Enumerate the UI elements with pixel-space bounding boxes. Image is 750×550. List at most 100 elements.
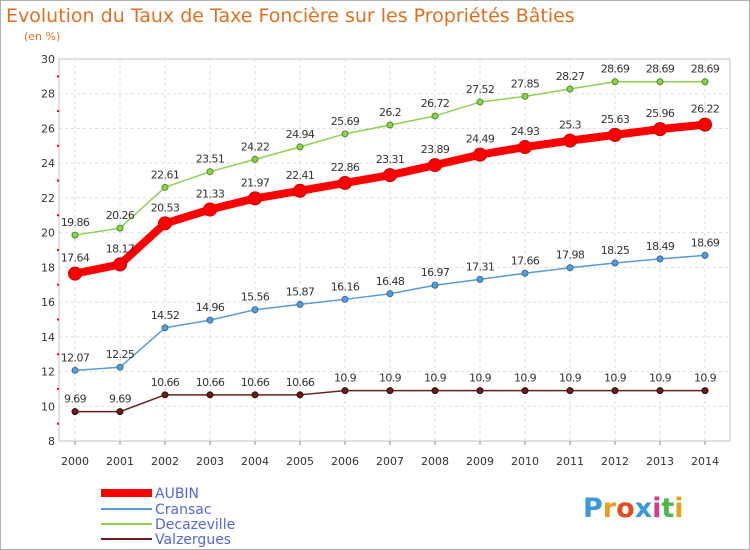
y-tick-label: 12 (41, 366, 55, 379)
data-label-decazeville: 19.86 (61, 216, 90, 229)
data-point-cransac (251, 306, 259, 314)
data-point-aubin (518, 140, 532, 155)
data-point-decazeville (431, 112, 439, 120)
data-point-aubin (248, 191, 262, 206)
data-label-cransac: 16.48 (376, 275, 405, 288)
data-point-decazeville (71, 231, 79, 239)
data-point-decazeville (341, 130, 349, 138)
data-point-cransac (656, 255, 664, 263)
data-label-cransac: 17.66 (511, 254, 540, 267)
x-tick-label: 2012 (601, 455, 629, 468)
y-minor-tick (57, 283, 59, 286)
logo-letter: P (583, 493, 603, 524)
y-minor-tick (57, 144, 59, 147)
data-label-aubin: 25.96 (646, 107, 675, 120)
data-point-aubin (473, 147, 487, 162)
data-point-cransac (161, 324, 169, 332)
data-label-aubin: 25.63 (601, 113, 630, 126)
data-label-aubin: 24.93 (511, 125, 540, 138)
legend-label-decazeville: Decazeville (155, 517, 235, 533)
data-point-aubin (698, 117, 712, 132)
data-point-decazeville (206, 168, 214, 176)
y-tick-label: 8 (48, 435, 55, 448)
data-point-valzergues (341, 387, 349, 395)
logo-letter: i (674, 493, 683, 524)
data-point-aubin (563, 133, 577, 148)
data-label-decazeville: 26.2 (379, 106, 401, 119)
data-label-decazeville: 28.69 (601, 63, 630, 76)
data-point-aubin (113, 257, 127, 272)
data-label-cransac: 17.31 (466, 260, 495, 273)
legend-label-valzergues: Valzergues (155, 532, 231, 548)
x-tick-label: 2009 (466, 455, 494, 468)
legend-label-cransac: Cransac (155, 502, 212, 518)
data-point-aubin (158, 216, 172, 231)
data-label-aubin: 26.22 (691, 103, 720, 116)
x-tick-label: 2006 (331, 455, 359, 468)
data-label-decazeville: 24.22 (241, 140, 270, 153)
data-point-decazeville (566, 85, 574, 93)
data-label-aubin: 23.31 (376, 153, 405, 166)
x-tick-label: 2000 (61, 455, 89, 468)
data-point-valzergues (521, 387, 529, 395)
data-point-decazeville (251, 155, 259, 163)
data-label-cransac: 14.96 (196, 301, 225, 314)
data-point-aubin (608, 127, 622, 142)
data-point-aubin (68, 266, 82, 281)
logo-letter: r (603, 493, 617, 524)
data-point-cransac (521, 269, 529, 277)
data-point-decazeville (386, 121, 394, 129)
x-tick-label: 2010 (511, 455, 539, 468)
data-point-valzergues (251, 391, 259, 399)
data-point-valzergues (656, 387, 664, 395)
y-tick-label: 18 (41, 261, 55, 274)
data-label-decazeville: 27.52 (466, 83, 495, 96)
data-label-valzergues: 10.9 (694, 372, 717, 385)
y-tick-label: 28 (41, 88, 55, 101)
data-point-decazeville (161, 183, 169, 191)
y-tick-label: 24 (41, 157, 55, 170)
data-label-valzergues: 9.69 (109, 393, 132, 406)
x-tick-label: 2013 (646, 455, 674, 468)
x-tick-label: 2007 (376, 455, 404, 468)
data-point-cransac (566, 264, 574, 272)
data-label-decazeville: 24.94 (286, 128, 315, 141)
logo-letter: i (652, 493, 661, 524)
data-point-valzergues (431, 387, 439, 395)
logo-letter: t (661, 493, 674, 524)
data-label-aubin: 22.41 (286, 169, 315, 182)
data-point-valzergues (476, 387, 484, 395)
logo-letter: o (616, 493, 635, 524)
data-label-valzergues: 10.9 (559, 372, 582, 385)
data-label-decazeville: 20.26 (106, 209, 135, 222)
legend-swatch-aubin (101, 489, 152, 497)
y-tick-label: 10 (41, 400, 55, 413)
legend-label-aubin: AUBIN (155, 486, 199, 502)
data-label-valzergues: 10.9 (334, 372, 357, 385)
data-point-cransac (476, 275, 484, 283)
data-label-decazeville: 26.72 (421, 97, 450, 110)
data-label-aubin: 24.49 (466, 133, 495, 146)
data-label-cransac: 18.49 (646, 240, 675, 253)
data-point-decazeville (611, 78, 619, 86)
data-point-valzergues (566, 387, 574, 395)
data-labels: 17.64 18.17 20.53 21.33 21.97 22.41 22.86 23.31… (61, 63, 721, 406)
data-label-cransac: 15.56 (241, 291, 270, 304)
series-layer (68, 78, 712, 416)
x-tick-label: 2005 (286, 455, 314, 468)
data-point-aubin (653, 122, 667, 137)
y-minor-tick (57, 110, 59, 113)
data-point-valzergues (71, 408, 79, 416)
y-minor-tick (57, 179, 59, 182)
data-point-cransac (611, 259, 619, 267)
data-label-cransac: 18.25 (601, 244, 630, 257)
y-minor-tick (57, 318, 59, 321)
data-label-decazeville: 27.85 (511, 77, 540, 90)
x-tick-label: 2014 (691, 455, 719, 468)
data-label-decazeville: 28.69 (646, 63, 675, 76)
data-point-cransac (71, 366, 79, 374)
data-point-valzergues (611, 387, 619, 395)
y-minor-tick (57, 353, 59, 356)
y-tick-label: 20 (41, 227, 55, 240)
data-point-decazeville (656, 78, 664, 86)
